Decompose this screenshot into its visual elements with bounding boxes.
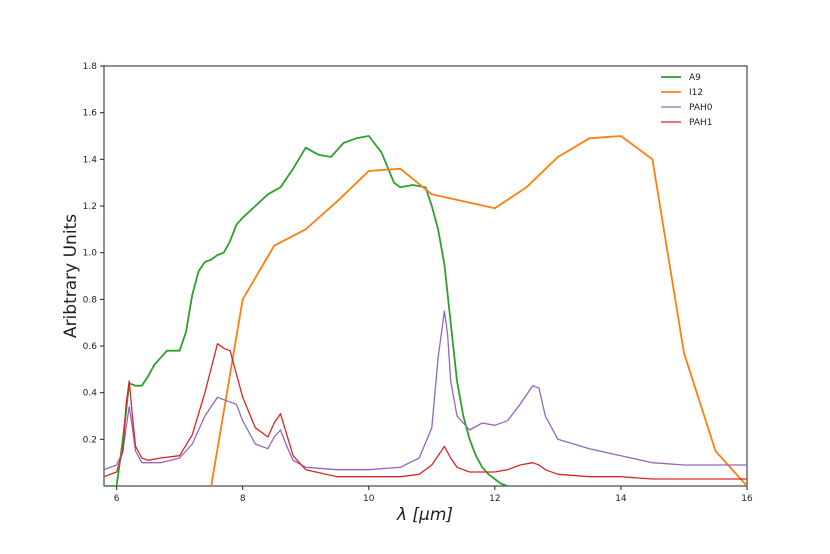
y-axis-label: Aribtrary Units (61, 214, 81, 338)
legend: A9 I12 PAH0 PAH1 (661, 73, 713, 128)
legend-label-i12: I12 (689, 88, 703, 98)
x-tick-label: 12 (489, 494, 500, 504)
y-tick-label: 1.6 (83, 109, 98, 119)
legend-label-pah1: PAH1 (689, 118, 713, 128)
x-tick-label: 16 (741, 494, 753, 504)
series-line-pah0 (104, 310, 747, 471)
y-tick-label: 0.4 (83, 389, 98, 399)
y-tick-label: 1.2 (83, 202, 97, 212)
y-tick-label: 0.8 (83, 295, 98, 305)
plot-area (103, 65, 748, 487)
x-axis-ticks: 6 8 10 12 14 16 (114, 486, 753, 504)
y-tick-label: 1.8 (83, 62, 98, 72)
y-tick-label: 1.0 (83, 249, 98, 259)
x-tick-label: 8 (240, 494, 246, 504)
y-tick-label: 0.6 (83, 342, 98, 352)
series-line-i12 (210, 135, 747, 486)
y-tick-label: 0.2 (83, 435, 97, 445)
legend-label-a9: A9 (689, 73, 701, 83)
series-line-pah1 (104, 343, 747, 480)
x-tick-label: 6 (114, 494, 120, 504)
y-axis-ticks: 0.2 0.4 0.6 0.8 1.0 1.2 1.4 1.6 1.8 (83, 62, 104, 445)
x-tick-label: 10 (363, 494, 375, 504)
y-tick-label: 1.4 (83, 155, 98, 165)
x-tick-label: 14 (615, 494, 627, 504)
series-layer (104, 135, 747, 486)
legend-label-pah0: PAH0 (689, 103, 713, 113)
series-line-a9 (104, 135, 508, 486)
x-axis-label: λ [μm] (396, 505, 453, 525)
